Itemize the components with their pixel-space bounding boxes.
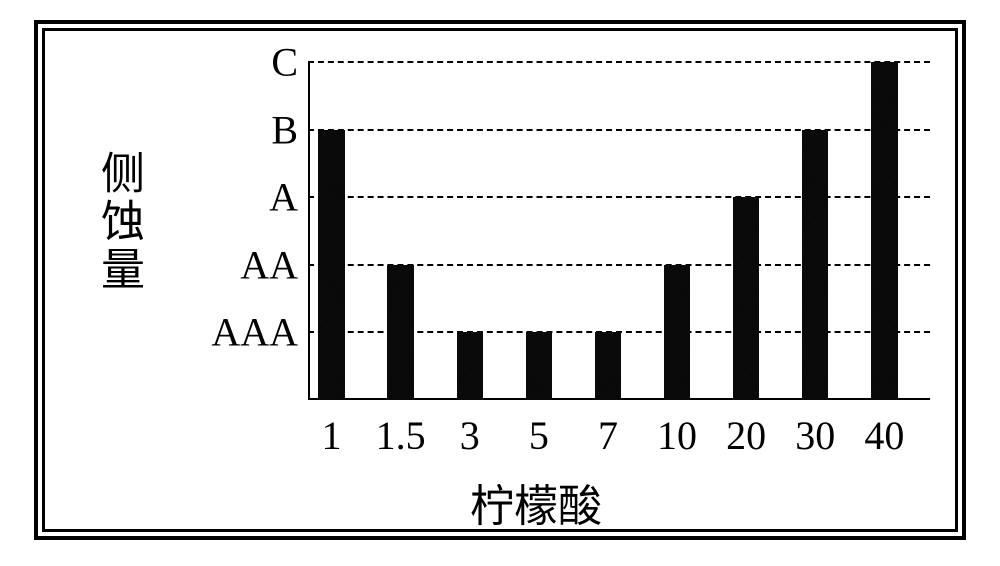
bar [871, 62, 897, 400]
bar [802, 130, 828, 400]
bar [457, 332, 483, 400]
bar [387, 265, 413, 400]
bar [318, 130, 344, 400]
gridline [308, 129, 930, 131]
bar [664, 265, 690, 400]
bar [526, 332, 552, 400]
y-tick-label: C [271, 39, 308, 86]
x-tick-label: 20 [726, 400, 766, 459]
y-axis-line [308, 62, 310, 400]
gridline [308, 61, 930, 63]
x-tick-label: 10 [657, 400, 697, 459]
x-tick-label: 7 [598, 400, 618, 459]
x-tick-label: 3 [460, 400, 480, 459]
gridline [308, 196, 930, 198]
chart-plot-area: AAAAAABC11.535710203040 [308, 62, 930, 400]
bar [733, 197, 759, 400]
y-tick-label: A [269, 174, 308, 221]
x-tick-label: 1.5 [376, 400, 426, 459]
y-tick-label: B [271, 106, 308, 153]
y-tick-label: AA [240, 241, 308, 288]
x-tick-label: 40 [864, 400, 904, 459]
x-axis-label: 柠檬酸 [470, 470, 602, 534]
x-tick-label: 30 [795, 400, 835, 459]
x-tick-label: 1 [321, 400, 341, 459]
x-tick-label: 5 [529, 400, 549, 459]
y-axis-label: 侧蚀量 [86, 150, 150, 294]
bar [595, 332, 621, 400]
y-tick-label: AAA [211, 309, 308, 356]
